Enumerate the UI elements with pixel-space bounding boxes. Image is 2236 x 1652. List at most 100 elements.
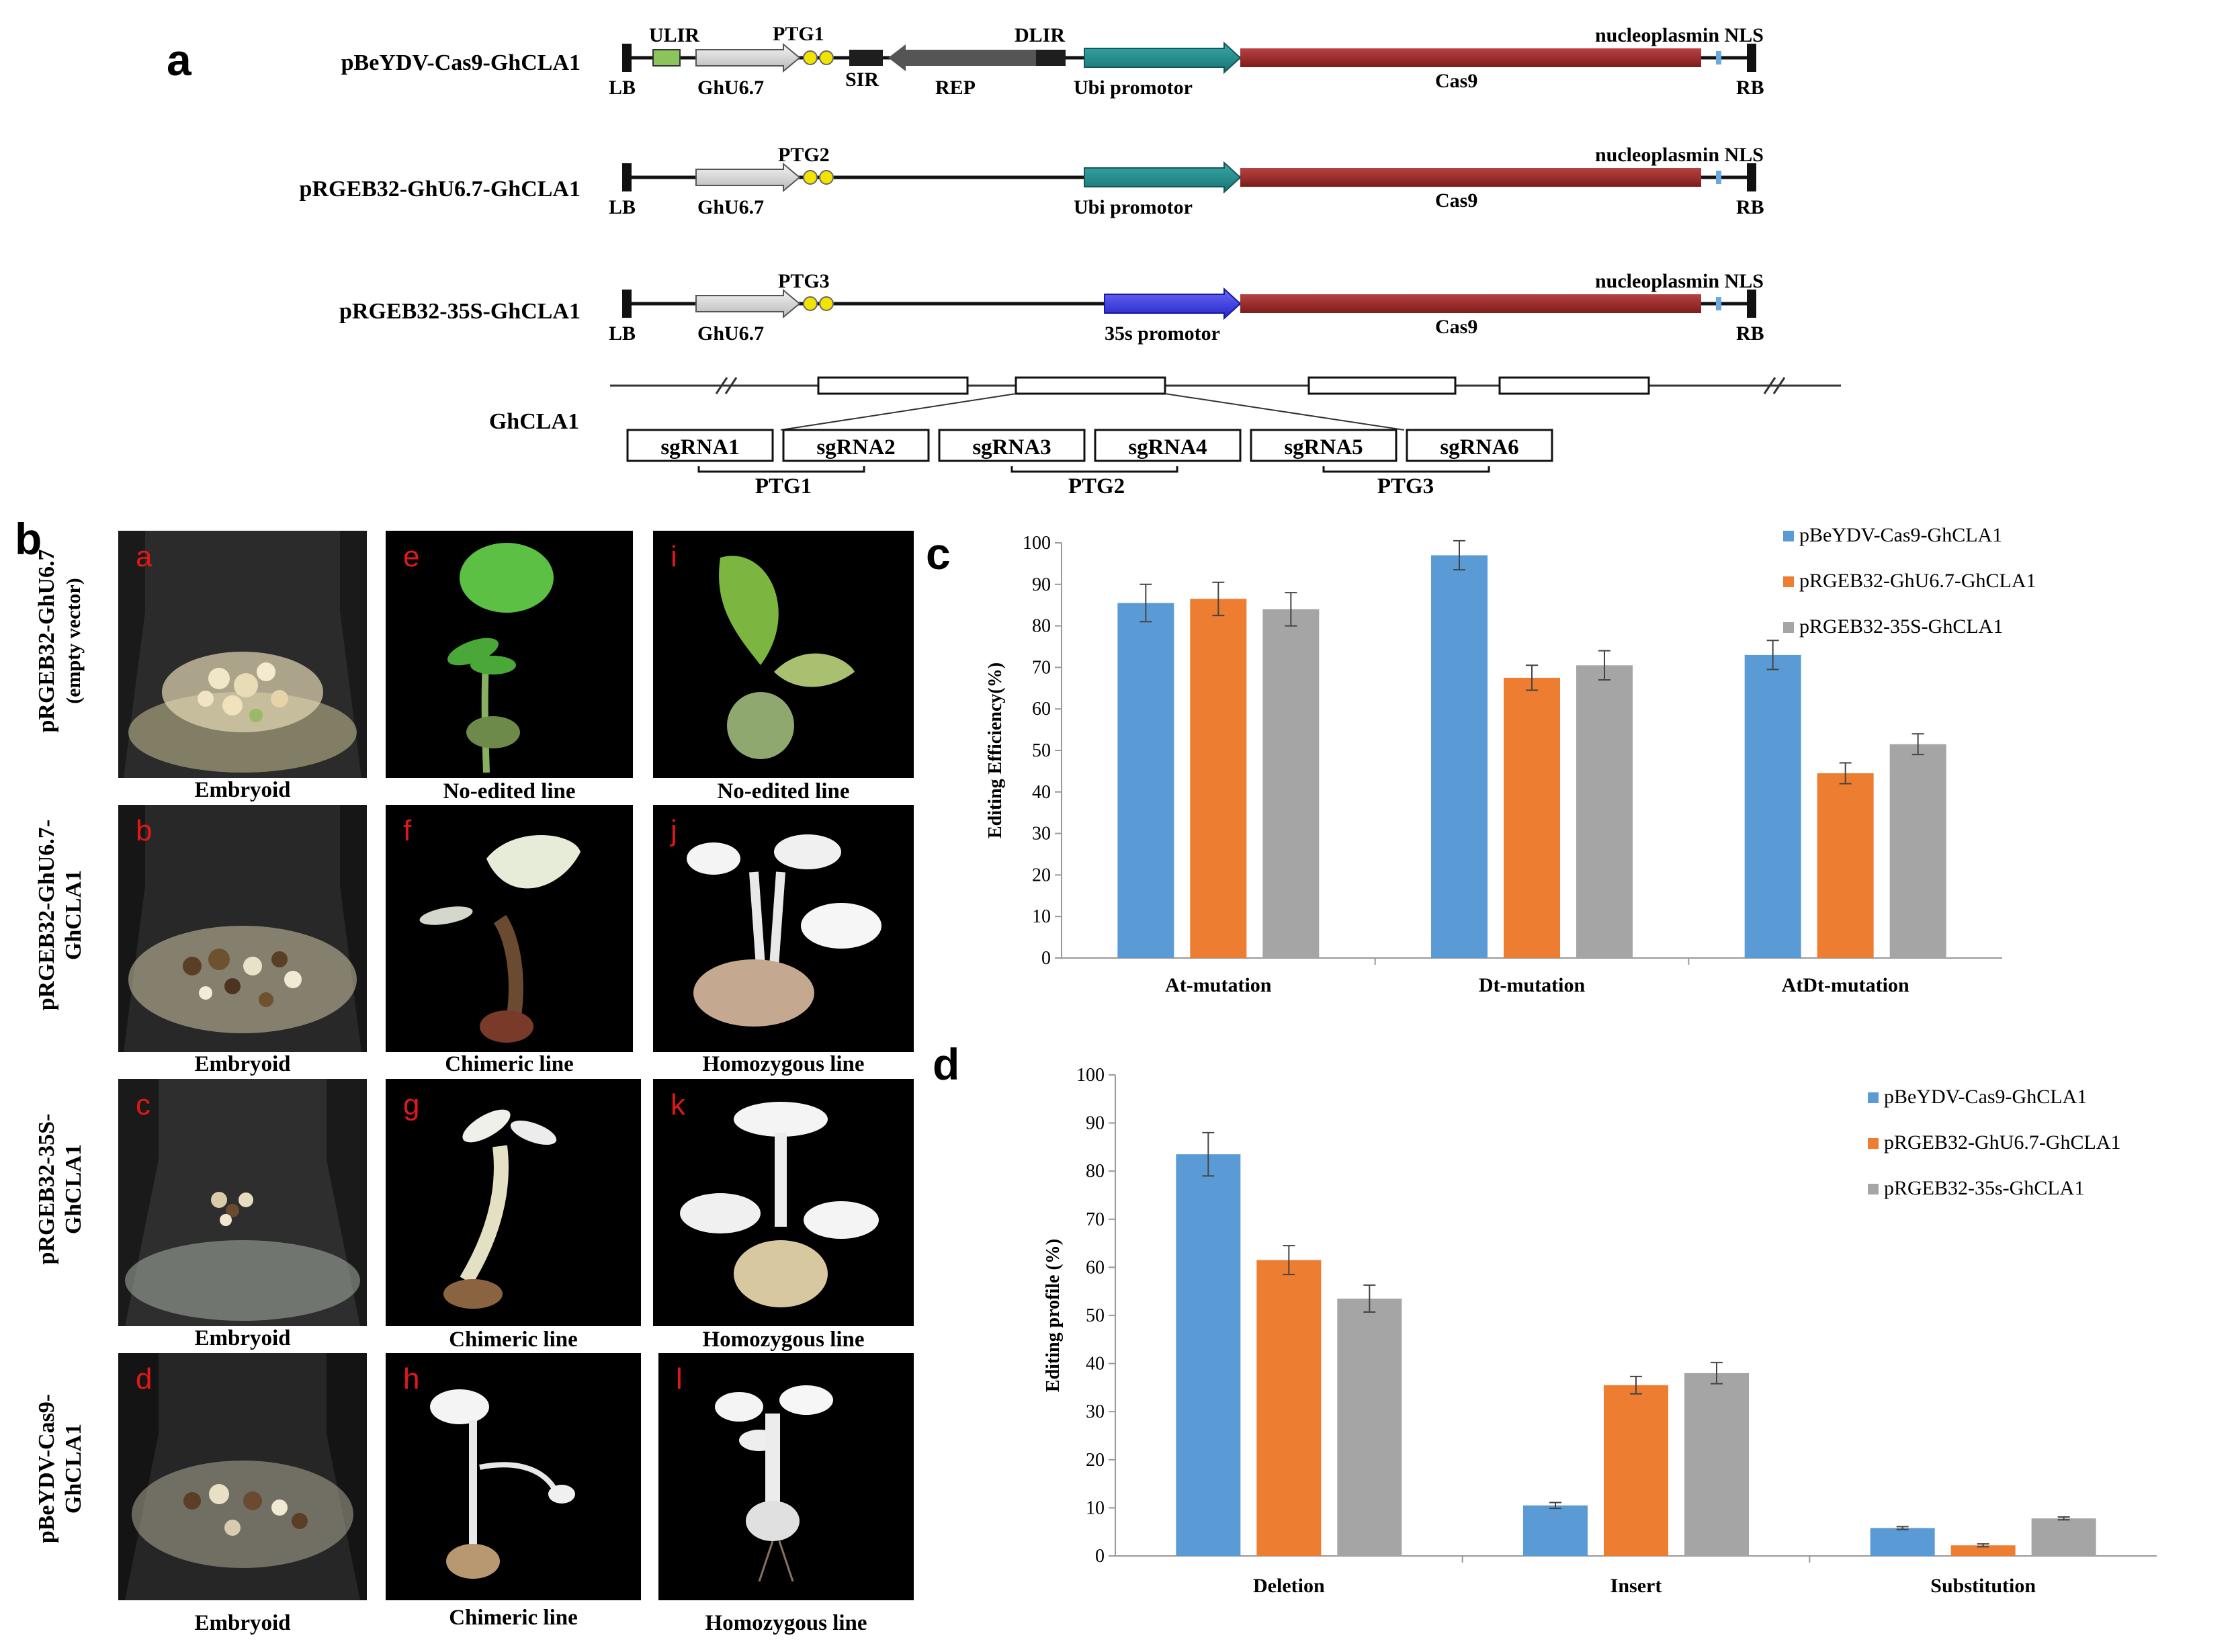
svg-text:PTG1: PTG1: [773, 23, 824, 45]
photo-caption: Embryoid: [194, 1326, 291, 1350]
svg-text:nucleoplasmin NLS: nucleoplasmin NLS: [1595, 24, 1764, 46]
y-tick-label: 80: [1086, 1161, 1105, 1182]
y-tick-label: 50: [1086, 1305, 1105, 1326]
photo-caption: No-edited line: [717, 779, 850, 803]
photo-tag: b: [136, 814, 153, 847]
chart-d-editing-profile: 0 10 20 30 40 50 60 70 80 90 100 Editing profile (%…: [1043, 1065, 2157, 1597]
ghu6-arrow: [695, 162, 801, 193]
svg-text:DLIR: DLIR: [1015, 24, 1065, 46]
ptg-dot: [803, 170, 818, 185]
nls-mark: [1716, 51, 1721, 64]
cas9-block: [1240, 168, 1701, 187]
photo-tag: e: [403, 540, 420, 573]
photo-caption: Embryoid: [194, 1052, 291, 1076]
p35s-arrow: [1104, 287, 1242, 320]
sgrna-label: sgRNA3: [972, 435, 1051, 460]
y-tick-label: 20: [1032, 865, 1051, 885]
svg-text:GhU6.7: GhU6.7: [697, 322, 764, 345]
photo-caption: Chimeric line: [445, 1052, 574, 1076]
legend-swatch: [1868, 1184, 1879, 1194]
sgrna-label: sgRNA1: [660, 435, 739, 460]
sgrna-label: sgRNA6: [1440, 435, 1518, 460]
y-tick-label: 0: [1041, 948, 1051, 969]
svg-text:35s promotor: 35s promotor: [1105, 322, 1220, 345]
y-tick-label: 80: [1032, 616, 1051, 637]
svg-text:REP: REP: [935, 77, 976, 99]
x-category-label: Insert: [1610, 1575, 1662, 1597]
plantlet-illustration: [653, 805, 914, 1052]
y-tick-label: 40: [1032, 782, 1051, 803]
photo-caption: Chimeric line: [449, 1328, 578, 1352]
construct-2-name: pRGEB32-GhU6.7-GhCLA1: [300, 177, 580, 202]
photo-tag: g: [403, 1088, 420, 1121]
flask-illustration: [118, 1353, 367, 1600]
row-label-4: pBeYDV-Cas9- GhCLA1: [34, 1393, 86, 1544]
exon: [1015, 376, 1166, 395]
photo-caption: No-edited line: [443, 779, 576, 803]
photo-h-chimeric: h: [386, 1353, 641, 1600]
photo-e-no-edited: e: [386, 531, 633, 778]
photo-c-embryoid: c: [118, 1079, 367, 1326]
photo-caption: Embryoid: [194, 1611, 291, 1635]
exon: [1498, 376, 1650, 395]
y-tick-label: 60: [1032, 699, 1051, 720]
photo-g-chimeric: g: [386, 1079, 641, 1326]
row-label-3: pRGEB32-35S- GhCLA1: [34, 1113, 86, 1265]
y-tick-label: 10: [1032, 906, 1051, 927]
panel-a-vector-maps: a pBeYDV-Cas9-GhCLA1 ULIR PTG1 DLIR nucl…: [167, 23, 1841, 498]
bar-substitution-series-3: [2031, 1518, 2096, 1556]
photo-caption: Homozygous line: [702, 1052, 865, 1076]
photo-f-chimeric: f: [386, 805, 633, 1052]
svg-text:ULIR: ULIR: [649, 24, 699, 46]
exon: [1307, 376, 1457, 395]
plantlet-illustration: [653, 531, 914, 778]
photo-tag: i: [671, 540, 677, 573]
y-tick-label: 40: [1086, 1354, 1105, 1375]
bar-substitution-series-1: [1870, 1528, 1935, 1556]
photo-d-embryoid: d: [118, 1353, 367, 1600]
svg-text:Cas9: Cas9: [1435, 70, 1477, 92]
bar-deletion-series-3: [1337, 1298, 1402, 1556]
legend-label: pRGEB32-GhU6.7-GhCLA1: [1799, 570, 2036, 592]
sgrna-row: sgRNA1 sgRNA2 sgRNA3 sgRNA4 sgRNA5 sgRNA…: [626, 429, 1553, 498]
bar-atdt-mutation-series-1: [1744, 654, 1801, 958]
x-category-label: AtDt-mutation: [1782, 974, 1909, 996]
svg-text:RB: RB: [1736, 77, 1764, 99]
cas9-block: [1240, 48, 1701, 67]
photo-tag: h: [403, 1362, 420, 1395]
plantlet-illustration: [386, 1079, 641, 1326]
cas9-block: [1240, 294, 1701, 313]
y-tick-label: 10: [1086, 1497, 1105, 1518]
construct-3: pRGEB32-35S-GhCLA1 PTG3 nucleoplasmin NL…: [339, 270, 1764, 345]
svg-text:SIR: SIR: [845, 69, 879, 91]
x-category-label: Dt-mutation: [1479, 974, 1586, 996]
legend-label: pRGEB32-35S-GhCLA1: [1799, 615, 2003, 638]
dlir-block: [1036, 50, 1066, 66]
y-axis-title: Editing profile (%): [1043, 1239, 1064, 1392]
nls-mark: [1716, 171, 1721, 184]
row-label-2: pRGEB32-GhU6.7- GhCLA1: [34, 819, 86, 1011]
exon: [817, 376, 969, 395]
construct-2: pRGEB32-GhU6.7-GhCLA1 PTG2 nucleoplasmin…: [300, 144, 1764, 218]
flask-illustration: [118, 805, 367, 1052]
photo-caption: Homozygous line: [702, 1328, 865, 1352]
ptg-dot: [819, 296, 834, 311]
plantlet-illustration: [653, 1079, 914, 1326]
flask-illustration: [118, 1079, 367, 1326]
svg-text:LB: LB: [609, 77, 636, 99]
y-axis-title: Editing Efficiency(%): [985, 662, 1006, 838]
ptg-dot: [819, 170, 834, 185]
photo-caption: Homozygous line: [705, 1611, 867, 1635]
plantlet-illustration: [386, 531, 633, 778]
panel-b-letter: b: [15, 514, 42, 564]
photo-caption: Embryoid: [194, 778, 291, 802]
bar-substitution-series-2: [1950, 1545, 2016, 1556]
bar-deletion-series-1: [1176, 1154, 1241, 1556]
y-tick-label: 30: [1086, 1401, 1105, 1422]
svg-text:Ubi promotor: Ubi promotor: [1074, 77, 1193, 99]
photo-k-homozygous: k: [653, 1079, 914, 1326]
bar-atdt-mutation-series-3: [1889, 744, 1946, 958]
legend-swatch: [1868, 1092, 1879, 1103]
svg-text:Cas9: Cas9: [1435, 316, 1477, 338]
bar-at-mutation-series-2: [1190, 599, 1247, 958]
